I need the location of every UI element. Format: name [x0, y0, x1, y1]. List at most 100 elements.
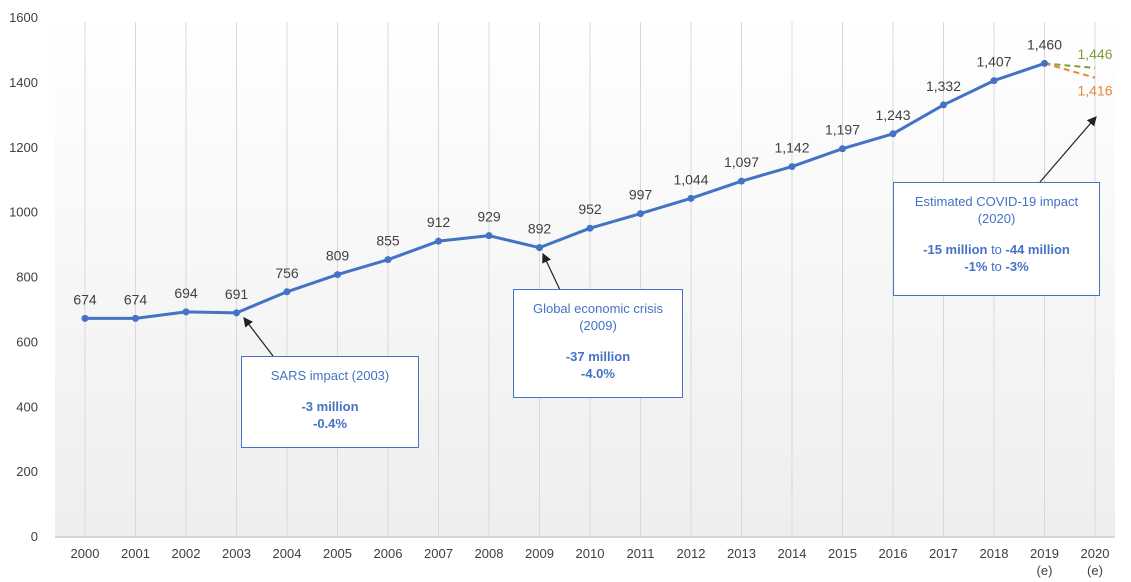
- y-tick-label: 800: [16, 270, 38, 285]
- scenario-lines: 1,446 1,416: [1044, 46, 1113, 99]
- x-tick-label: 2001: [121, 546, 150, 561]
- data-point-2010: [586, 224, 594, 232]
- x-tick-label: 2004: [273, 546, 302, 561]
- data-label-2009: 892: [528, 221, 552, 237]
- x-tick-sublabel: (e): [1087, 563, 1103, 578]
- data-point-2001: [132, 314, 139, 322]
- data-point-2000: [81, 314, 89, 322]
- data-point-2016: [889, 130, 897, 138]
- data-label-2000: 674: [73, 291, 97, 307]
- y-tick-label: 600: [16, 334, 38, 349]
- covid-arrow: [1039, 116, 1097, 183]
- data-label-2017: 1,332: [926, 78, 961, 94]
- data-label-2012: 1,044: [673, 171, 708, 187]
- crisis-year: (2009): [579, 318, 617, 333]
- data-point-2018: [990, 77, 998, 85]
- data-point-2012: [687, 194, 695, 202]
- x-axis-ticks: 2000 2001 2002 2003 2004 2005 2006 2007 2008 2009…: [71, 546, 1110, 578]
- data-point-2014: [788, 163, 796, 171]
- data-point-2006: [384, 256, 392, 264]
- x-tick-label: 2000: [71, 546, 100, 561]
- x-tick-label: 2013: [727, 546, 756, 561]
- data-point-2009: [536, 244, 543, 252]
- covid-year: (2020): [977, 211, 1016, 226]
- sars-impact-percent: -0.4%: [313, 416, 347, 431]
- series-points: [81, 59, 1048, 322]
- data-label-2010: 952: [578, 201, 602, 217]
- scenario-line-1: [1044, 62, 1096, 69]
- data-point-2005: [334, 271, 341, 279]
- data-label-2015: 1,197: [825, 122, 860, 138]
- x-tick-label: 2018: [980, 546, 1009, 561]
- x-tick-label: 2002: [172, 546, 201, 561]
- data-label-2018: 1,407: [976, 54, 1011, 70]
- data-point-2004: [283, 288, 291, 296]
- x-tick-label: 2006: [374, 546, 403, 561]
- data-labels: 674 674 694 691 756 809 855 912 929 892 952 997 1,04…: [73, 36, 1062, 307]
- data-label-2005: 809: [326, 248, 350, 264]
- y-tick-label: 1000: [9, 205, 38, 220]
- series-line: [85, 61, 1045, 320]
- x-tick-label: 2017: [929, 546, 958, 561]
- x-tick-sublabel: (e): [1037, 563, 1053, 578]
- x-tick-label: 2015: [828, 546, 857, 561]
- x-tick-label: 2012: [677, 546, 706, 561]
- crisis-title: Global economic crisis: [532, 301, 664, 316]
- scenario-label-2: 1,416: [1077, 83, 1112, 99]
- data-point-2011: [637, 210, 644, 218]
- data-label-2019: 1,460: [1027, 36, 1062, 52]
- sars-arrow: [243, 317, 274, 357]
- data-label-2006: 855: [376, 233, 400, 249]
- data-point-2007: [435, 237, 442, 245]
- annotation-arrows: [243, 116, 1097, 357]
- x-tick-label: 2020: [1081, 546, 1110, 561]
- data-label-2016: 1,243: [875, 107, 910, 123]
- series-line-path: [85, 61, 1045, 320]
- data-point-2015: [839, 145, 846, 153]
- x-tick-label: 2005: [323, 546, 352, 561]
- covid-to-1: to: [987, 242, 1006, 257]
- sars-annotation: SARS impact (2003) -3 million -0.4%: [241, 356, 419, 448]
- covid-high-millions: -44 million: [1005, 242, 1070, 257]
- data-label-2001: 674: [124, 291, 148, 307]
- crisis-annotation: Global economic crisis (2009) -37 millio…: [513, 289, 683, 398]
- y-tick-label: 400: [16, 399, 38, 414]
- data-point-2013: [738, 177, 745, 185]
- sars-title: SARS impact (2003): [270, 368, 390, 383]
- y-tick-label: 0: [31, 529, 38, 544]
- grid: [55, 22, 1115, 538]
- scenario-line-2: [1044, 62, 1096, 79]
- data-point-2017: [940, 101, 947, 109]
- data-point-2008: [485, 232, 493, 240]
- data-label-2004: 756: [275, 265, 299, 281]
- y-tick-label: 1600: [9, 10, 38, 25]
- covid-to-2: to: [987, 259, 1006, 274]
- y-axis-ticks: 0 200 400 600 800 1000 1200 1400 1600: [9, 10, 38, 544]
- x-tick-label: 2003: [222, 546, 251, 561]
- x-tick-label: 2016: [879, 546, 908, 561]
- crisis-impact-percent: -4.0%: [581, 366, 615, 381]
- x-tick-label: 2019: [1030, 546, 1059, 561]
- x-tick-label: 2009: [525, 546, 554, 561]
- covid-annotation: Estimated COVID-19 impact (2020) -15 mil…: [893, 182, 1100, 296]
- data-label-2003: 691: [225, 286, 249, 302]
- y-tick-label: 200: [16, 464, 38, 479]
- covid-high-percent: -3%: [1005, 259, 1029, 274]
- data-label-2011: 997: [629, 187, 653, 203]
- x-tick-label: 2010: [576, 546, 605, 561]
- data-point-2003: [233, 309, 240, 317]
- sars-impact-millions: -3 million: [301, 399, 359, 414]
- y-tick-label: 1400: [9, 75, 38, 90]
- covid-low-percent: -1%: [964, 259, 988, 274]
- data-point-2019: [1041, 59, 1048, 67]
- data-label-2008: 929: [477, 209, 501, 225]
- data-label-2013: 1,097: [724, 154, 759, 170]
- data-label-2002: 694: [174, 285, 198, 301]
- covid-impact-percent: -1% to -3%: [894, 258, 1099, 275]
- x-tick-label: 2014: [778, 546, 807, 561]
- covid-title: Estimated COVID-19 impact: [914, 194, 1079, 209]
- x-tick-label: 2011: [627, 546, 655, 561]
- y-tick-label: 1200: [9, 140, 38, 155]
- data-label-2014: 1,142: [774, 140, 809, 156]
- crisis-impact-millions: -37 million: [565, 349, 631, 364]
